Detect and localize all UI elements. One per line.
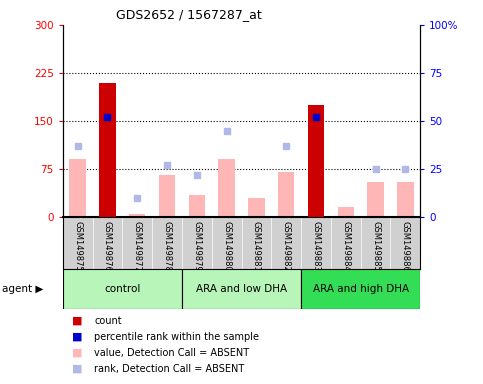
Text: value, Detection Call = ABSENT: value, Detection Call = ABSENT	[94, 348, 249, 358]
Bar	[182, 269, 301, 309]
Bar	[218, 159, 235, 217]
Bar	[308, 105, 324, 217]
Text: ■: ■	[72, 332, 83, 342]
Bar	[278, 172, 294, 217]
Bar	[368, 182, 384, 217]
Text: GSM149886: GSM149886	[401, 221, 410, 272]
Text: GSM149884: GSM149884	[341, 221, 350, 272]
Text: GSM149881: GSM149881	[252, 221, 261, 272]
Bar	[301, 269, 420, 309]
Bar	[397, 182, 413, 217]
Text: GSM149883: GSM149883	[312, 221, 320, 272]
Bar	[159, 175, 175, 217]
Text: GSM149878: GSM149878	[163, 221, 171, 272]
Bar	[70, 159, 86, 217]
Text: ARA and low DHA: ARA and low DHA	[196, 284, 287, 294]
Bar	[129, 214, 145, 217]
Text: GSM149876: GSM149876	[103, 221, 112, 272]
Text: agent ▶: agent ▶	[2, 284, 44, 294]
Bar	[99, 83, 115, 217]
Bar	[248, 198, 265, 217]
Bar	[338, 207, 354, 217]
Text: control: control	[104, 284, 141, 294]
Bar	[189, 195, 205, 217]
Text: ■: ■	[72, 348, 83, 358]
Text: ■: ■	[72, 364, 83, 374]
Text: ■: ■	[72, 316, 83, 326]
Text: GDS2652 / 1567287_at: GDS2652 / 1567287_at	[116, 8, 262, 21]
Text: GSM149879: GSM149879	[192, 221, 201, 272]
Text: GSM149875: GSM149875	[73, 221, 82, 272]
Text: GSM149882: GSM149882	[282, 221, 291, 272]
Text: GSM149885: GSM149885	[371, 221, 380, 272]
Text: GSM149877: GSM149877	[133, 221, 142, 272]
Text: count: count	[94, 316, 122, 326]
Text: percentile rank within the sample: percentile rank within the sample	[94, 332, 259, 342]
Text: rank, Detection Call = ABSENT: rank, Detection Call = ABSENT	[94, 364, 244, 374]
Text: GSM149880: GSM149880	[222, 221, 231, 272]
Bar	[63, 269, 182, 309]
Text: ARA and high DHA: ARA and high DHA	[313, 284, 409, 294]
